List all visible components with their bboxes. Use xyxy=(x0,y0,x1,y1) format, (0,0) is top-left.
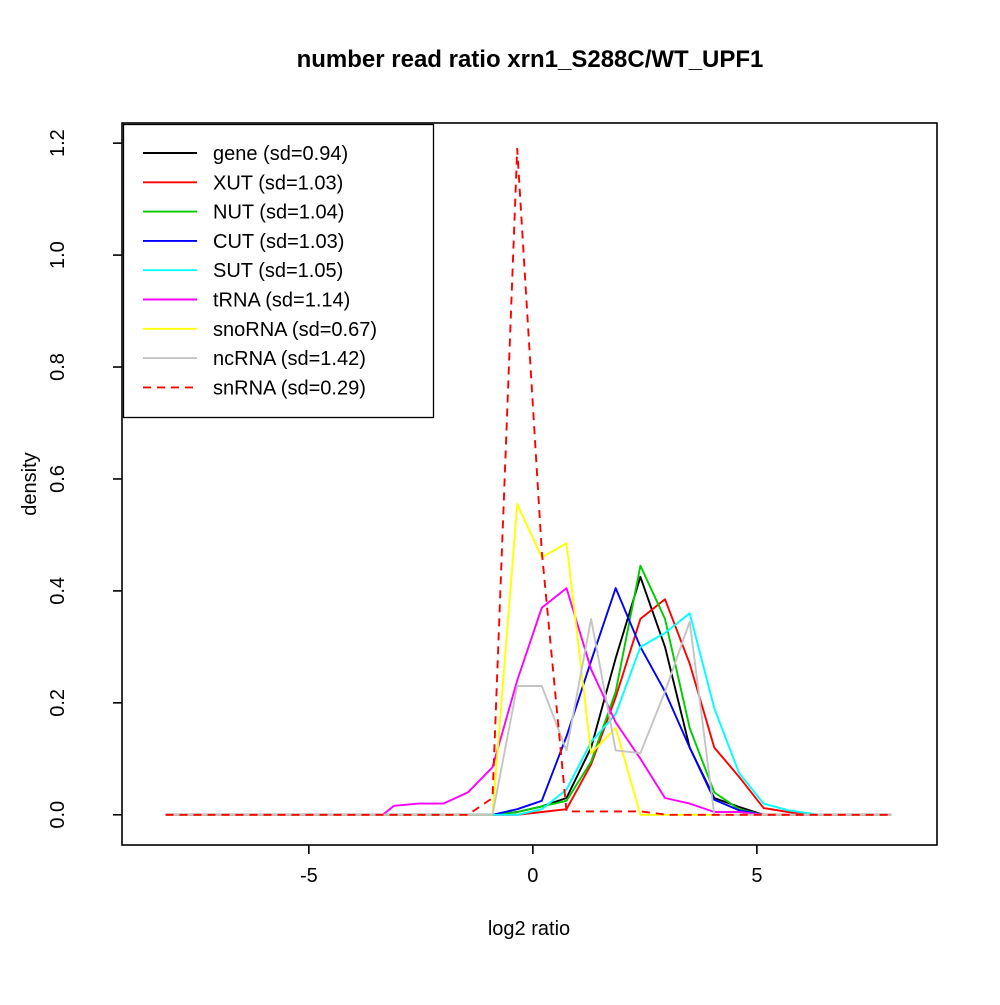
legend-label-tRNA: tRNA (sd=1.14) xyxy=(213,290,350,312)
x-axis-label: log2 ratio xyxy=(488,918,570,940)
legend-label-SUT: SUT (sd=1.05) xyxy=(213,260,343,282)
y-tick-label: 0.0 xyxy=(47,801,69,829)
y-tick-label: 1.0 xyxy=(47,241,69,269)
line-gene xyxy=(165,575,892,816)
legend-label-ncRNA: ncRNA (sd=1.42) xyxy=(213,348,366,370)
legend-item-XUT: XUT (sd=1.03) xyxy=(143,172,343,194)
legend-item-snRNA: snRNA (sd=0.29) xyxy=(143,377,366,399)
line-snoRNA xyxy=(165,503,892,816)
y-tick-label: 0.6 xyxy=(47,465,69,493)
plot-box xyxy=(121,122,938,846)
line-NUT xyxy=(165,564,892,816)
y-tick-label: 0.2 xyxy=(47,689,69,717)
y-axis-label: density xyxy=(19,452,41,515)
legend-label-snoRNA: snoRNA (sd=0.67) xyxy=(213,319,377,341)
legend-label-NUT: NUT (sd=1.04) xyxy=(213,202,344,224)
x-tick-label: 5 xyxy=(751,865,762,887)
legend: gene (sd=0.94) XUT (sd=1.03) NUT (sd=1.04)… xyxy=(122,123,435,419)
line-snRNA xyxy=(165,147,892,816)
x-tick-label: 0 xyxy=(527,865,538,887)
line-CUT xyxy=(165,587,892,816)
legend-item-NUT: NUT (sd=1.04) xyxy=(143,202,344,224)
legend-item-tRNA: tRNA (sd=1.14) xyxy=(143,290,350,312)
legend-label-gene: gene (sd=0.94) xyxy=(213,143,348,165)
y-tick-label: 1.2 xyxy=(47,129,69,157)
legend-item-CUT: CUT (sd=1.03) xyxy=(143,231,344,253)
series-lines xyxy=(165,147,892,816)
line-ncRNA xyxy=(165,617,892,816)
x-tick-label: -5 xyxy=(300,865,318,887)
line-tRNA xyxy=(165,587,892,816)
legend-label-XUT: XUT (sd=1.03) xyxy=(213,172,343,194)
line-SUT xyxy=(165,612,892,816)
line-XUT xyxy=(165,598,892,816)
legend-item-SUT: SUT (sd=1.05) xyxy=(143,260,343,282)
chart-title: number read ratio xrn1_S288C/WT_UPF1 xyxy=(297,46,764,73)
legend-item-snoRNA: snoRNA (sd=0.67) xyxy=(143,319,377,341)
legend-label-CUT: CUT (sd=1.03) xyxy=(213,231,344,253)
y-tick-label: 0.4 xyxy=(47,577,69,605)
legend-label-snRNA: snRNA (sd=0.29) xyxy=(213,377,366,399)
axes: -5 0 5 0.0 0.2 0.4 0.6 0.8 1.0 1.2 xyxy=(47,129,762,887)
legend-item-ncRNA: ncRNA (sd=1.42) xyxy=(143,348,366,370)
y-tick-label: 0.8 xyxy=(47,353,69,381)
legend-item-gene: gene (sd=0.94) xyxy=(143,143,348,165)
